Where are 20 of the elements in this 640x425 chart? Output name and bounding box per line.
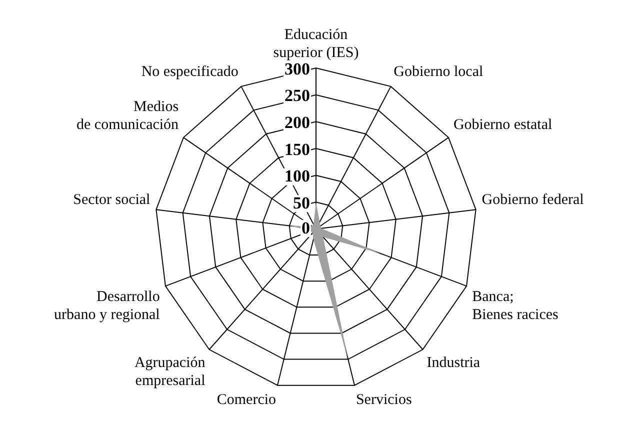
spoke-label: Sector social bbox=[73, 192, 150, 208]
spoke-label: Banca; Bienes racices bbox=[472, 289, 559, 324]
spoke-label: Desarrollo urbano y regional bbox=[54, 289, 160, 324]
y-tick-label: 150 bbox=[284, 140, 310, 159]
spoke-label: Gobierno federal bbox=[482, 192, 584, 208]
y-tick-label: 50 bbox=[293, 194, 310, 213]
spoke-label: Comercio bbox=[216, 392, 276, 408]
spoke-label: Gobierno local bbox=[394, 64, 484, 80]
y-tick-label: 100 bbox=[284, 166, 310, 186]
spoke-label: Industria bbox=[426, 354, 480, 371]
spoke-label: Medios de comunicación bbox=[76, 99, 180, 134]
y-tick-label: 300 bbox=[284, 59, 310, 78]
y-tick-label: 200 bbox=[284, 113, 310, 132]
y-tick-label: 0 bbox=[302, 218, 310, 238]
spoke-label: Servicios bbox=[356, 392, 412, 408]
spoke-label: Educación superior (IES) bbox=[273, 26, 359, 61]
spoke-label: Agrupación empresarial bbox=[134, 354, 206, 389]
spoke-label: No especificado bbox=[141, 64, 238, 80]
spoke-label: Gobierno estatal bbox=[453, 117, 552, 134]
y-tick-label: 250 bbox=[284, 86, 310, 106]
